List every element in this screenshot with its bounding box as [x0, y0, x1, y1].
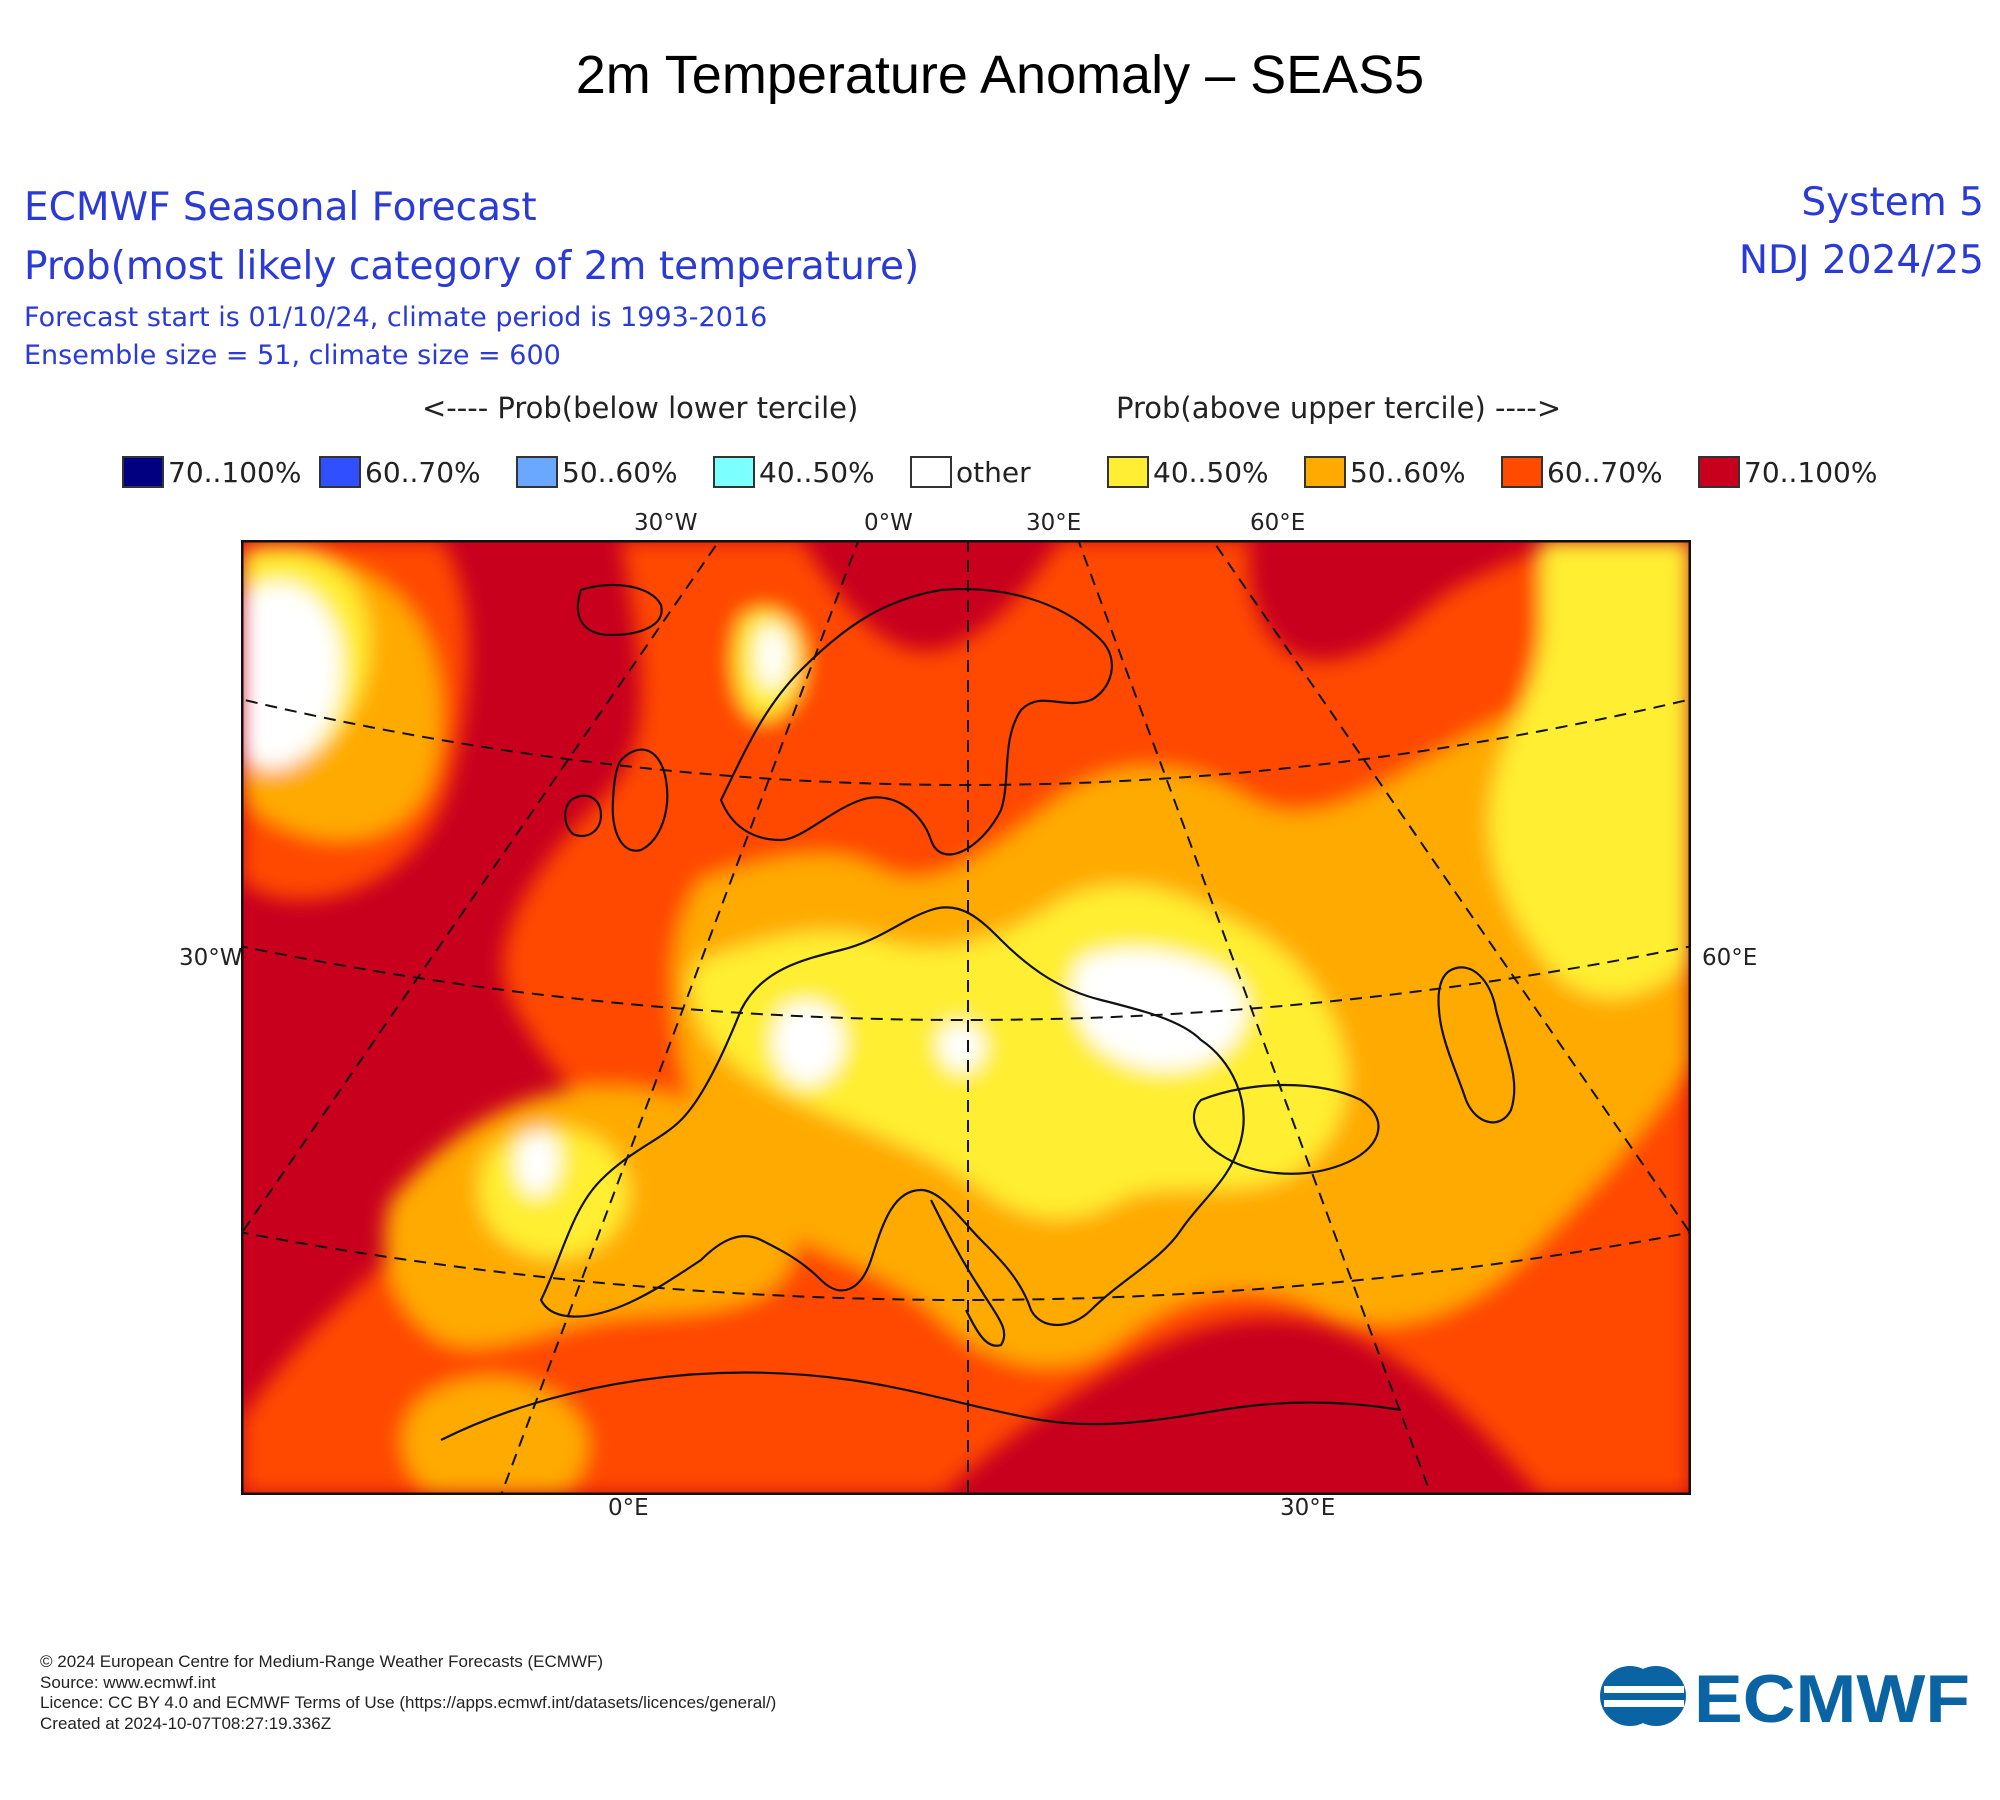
legend-label: 60..70% — [1547, 455, 1663, 489]
coastline-scandinavia — [719, 587, 1113, 856]
legend-swatch — [516, 456, 558, 488]
coastline-iceland — [576, 583, 663, 637]
graticule-meridian — [1077, 540, 1432, 1495]
coastlines — [440, 583, 1516, 1441]
legend-label: 50..60% — [1350, 455, 1466, 489]
legend-swatch — [1107, 456, 1149, 488]
graticule-meridian — [241, 540, 721, 1236]
tick-top-60e: 60°E — [1250, 510, 1306, 536]
legend-label: other — [956, 455, 1031, 489]
system-label: System 5 — [1801, 180, 1984, 225]
page-title: 2m Temperature Anomaly – SEAS5 — [575, 45, 1425, 105]
graticule-parallel — [241, 1231, 1691, 1301]
legend-item-above-50-60: 50..60% — [1304, 452, 1466, 492]
legend-swatch — [1501, 456, 1543, 488]
field-other-alps — [938, 1023, 985, 1072]
tick-right-60e: 60°E — [1702, 945, 1758, 971]
field-60-70-east — [1396, 770, 1691, 1495]
legend-item-above-60-70: 60..70% — [1501, 452, 1663, 492]
legend-item-above-40-50: 40..50% — [1107, 452, 1269, 492]
tick-bottom-0e: 0°E — [608, 1495, 649, 1521]
coastline-north-africa — [440, 1371, 1402, 1441]
tick-top-0w: 0°W — [864, 510, 913, 536]
legend-label: 40..50% — [759, 455, 875, 489]
field-50-60-africa — [402, 1377, 588, 1495]
footer-created: Created at 2024-10-07T08:27:19.336Z — [40, 1713, 332, 1733]
tick-top-30e: 30°E — [1026, 510, 1082, 536]
legend-swatch — [122, 456, 164, 488]
legend-item-below-70-100: 70..100% — [122, 452, 301, 492]
product-subtitle: Prob(most likely category of 2m temperat… — [24, 244, 920, 289]
legend-item-above-70-100: 70..100% — [1698, 452, 1877, 492]
ensemble-info: Ensemble size = 51, climate size = 600 — [24, 340, 561, 371]
legend-label: 60..70% — [365, 455, 481, 489]
graticule-meridian — [500, 540, 860, 1495]
legend-swatch — [1698, 456, 1740, 488]
legend-item-below-50-60: 50..60% — [516, 452, 678, 492]
footer-source: Source: www.ecmwf.int — [40, 1672, 216, 1692]
legend-label: 70..100% — [168, 455, 302, 489]
footer-licence: Licence: CC BY 4.0 and ECMWF Terms of Us… — [40, 1693, 777, 1712]
probability-map — [241, 540, 1691, 1495]
field-other-france — [772, 1001, 845, 1086]
coastline-black-sea — [1192, 1083, 1380, 1175]
tick-top-30w: 30°W — [634, 510, 698, 536]
field-other-portugal — [515, 1131, 560, 1196]
coastline-continent — [539, 906, 1245, 1326]
ecmwf-logo-mark — [1600, 1666, 1686, 1726]
product-title: ECMWF Seasonal Forecast — [24, 185, 537, 230]
graticule — [241, 540, 1691, 1495]
tick-bottom-30e: 30°E — [1280, 1495, 1336, 1521]
graticule-parallel — [241, 945, 1691, 1021]
ecmwf-logo-text: ECMWF — [1694, 1661, 1970, 1732]
graticule-meridian — [1211, 540, 1691, 1236]
legend-swatch — [319, 456, 361, 488]
tick-left-30w: 30°W — [179, 945, 243, 971]
field-other-greenland — [241, 582, 342, 769]
footer-credits: © 2024 European Centre for Medium-Range … — [40, 1652, 776, 1734]
footer-copyright: © 2024 European Centre for Medium-Range … — [40, 1652, 604, 1671]
field-other-norway — [756, 625, 790, 689]
legend-swatch — [713, 456, 755, 488]
legend-label: 50..60% — [562, 455, 678, 489]
ecmwf-logo: ECMWF — [1600, 1661, 1970, 1732]
legend-label: 40..50% — [1153, 455, 1269, 489]
legend-swatch — [1304, 456, 1346, 488]
coastline-caspian — [1437, 966, 1516, 1124]
period-label: NDJ 2024/25 — [1738, 238, 1984, 283]
legend-label: 70..100% — [1744, 455, 1878, 489]
coastline-italy — [930, 1199, 1006, 1347]
field-40-50-east — [1489, 540, 1691, 998]
map-frame — [241, 540, 1691, 1495]
coastline-ireland — [564, 794, 603, 838]
graticule-parallel — [241, 698, 1691, 786]
legend-below-caption: <---- Prob(below lower tercile) — [422, 391, 859, 425]
legend-swatch — [910, 456, 952, 488]
forecast-start-info: Forecast start is 01/10/24, climate peri… — [24, 302, 768, 333]
legend-item-below-60-70: 60..70% — [319, 452, 481, 492]
coastline-british-isles — [611, 748, 669, 852]
legend-item-other: other — [910, 452, 1031, 492]
legend-above-caption: Prob(above upper tercile) ----> — [1116, 391, 1562, 425]
legend-item-below-40-50: 40..50% — [713, 452, 875, 492]
